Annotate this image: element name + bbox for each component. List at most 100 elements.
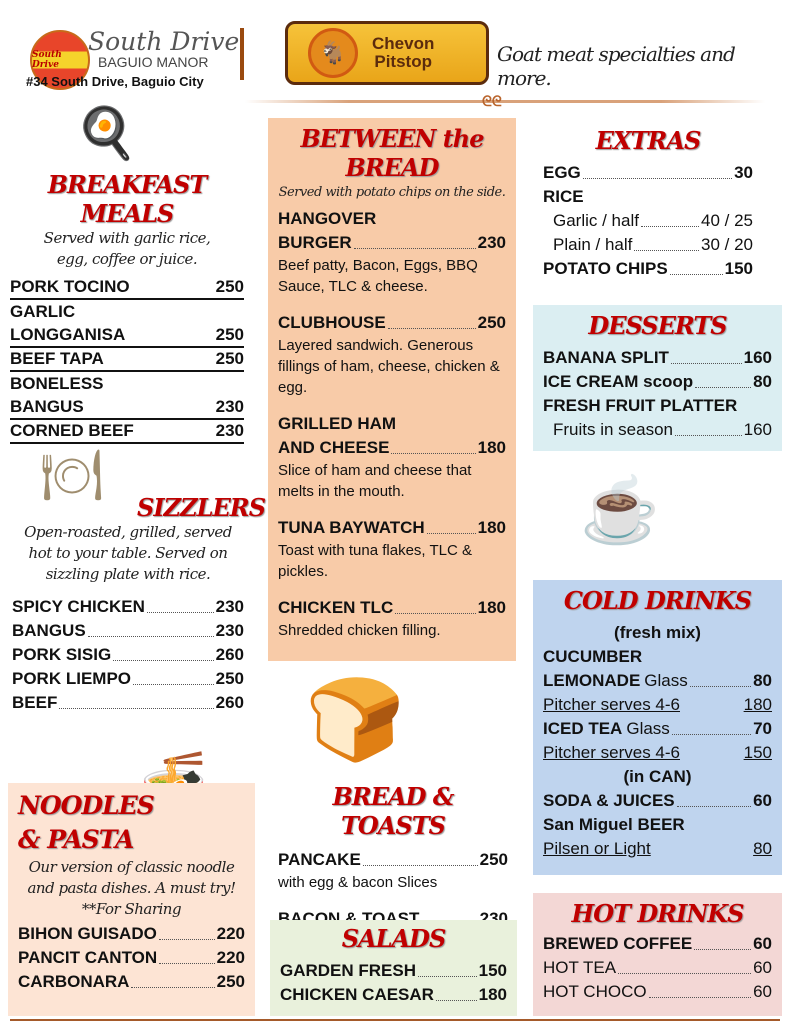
menu-items: (fresh mix) CUCUMBER LEMONADE Glass 80 Pitche…: [543, 621, 772, 861]
menu-items: GARDEN FRESH 150 CHICKEN CAESAR 180: [280, 959, 507, 1007]
item-name: SPICY CHICKEN: [12, 597, 145, 616]
address: #34 South Drive, Baguio City: [26, 74, 204, 89]
item-price: 180: [477, 598, 506, 617]
leader-dots: [113, 660, 214, 661]
item-name: Plain / half: [553, 235, 633, 254]
section-bread: BREAD & TOASTS PANCAKE 250 with egg & baco…: [270, 782, 516, 931]
item-name: PORK SISIG: [12, 645, 112, 664]
menu-item: FRESH FRUIT PLATTER: [543, 394, 772, 418]
item-price: 40 / 25: [701, 211, 753, 230]
restaurant-name-2: Pitstop: [374, 52, 432, 71]
menu-items: BREWED COFFEE 60 HOT TEA 60 HOT CHOCO 60: [543, 932, 772, 1004]
item-name: SODA & JUICES: [543, 791, 675, 810]
item-name: Garlic / half: [553, 211, 639, 230]
item-description: Layered sandwich. Generous fillings of h…: [278, 337, 500, 396]
restaurant-name-1: Chevon: [372, 34, 435, 53]
leader-dots: [582, 178, 733, 179]
leader-dots: [648, 997, 752, 998]
item-price: 180: [743, 695, 772, 714]
item-price: 260: [215, 693, 244, 712]
section-sandwiches: BETWEEN the BREAD Served with potato chi…: [268, 118, 516, 661]
brand-title: South Drive: [88, 27, 240, 56]
leader-dots: [671, 734, 752, 735]
menu-item: GARDEN FRESH 150: [280, 959, 507, 983]
item-price: 250: [215, 325, 244, 344]
section-subtitle: Our version of classic noodle and pasta …: [27, 858, 236, 897]
section-sizzlers: SIZZLERS Open-roasted, grilled, served h…: [12, 493, 266, 715]
menu-item: PANCAKE 250: [278, 848, 508, 872]
item-price: 60: [753, 982, 772, 1001]
menu-item: BONELESS: [10, 372, 244, 396]
item-name: HOT CHOCO: [543, 982, 647, 1001]
item-description: Toast with tuna flakes, TLC & pickles.: [278, 542, 472, 580]
item-name: POTATO CHIPS: [543, 259, 668, 278]
menu-item: (in CAN): [543, 765, 772, 789]
item-price: 230: [215, 397, 244, 416]
item-name: RICE: [543, 187, 584, 206]
item-name: GARLIC: [10, 302, 76, 321]
tagline: Goat meat specialties and more.: [497, 42, 736, 90]
leader-dots: [675, 435, 742, 436]
footer-line: [10, 1019, 780, 1021]
menu-item: ICED TEA Glass 70: [543, 717, 772, 741]
item-size: Glass: [626, 719, 670, 738]
menu-item: POTATO CHIPS 150: [543, 257, 753, 281]
item-price: 60: [753, 791, 772, 810]
menu-item: BREWED COFFEE 60: [543, 932, 772, 956]
leader-dots: [640, 226, 699, 227]
logo-text: South Drive: [32, 50, 62, 70]
item-price: 30 / 20: [701, 235, 753, 254]
south-drive-logo: South Drive: [30, 30, 90, 90]
menu-item: PORK TOCINO 250: [10, 276, 244, 300]
menu-item: BANANA SPLIT 160: [543, 346, 772, 370]
item-name: EGG: [543, 163, 581, 182]
menu-item: CLUBHOUSE 250: [278, 311, 506, 335]
item-name: HANGOVER: [278, 209, 377, 228]
item-name: HOT TEA: [543, 958, 617, 977]
menu-item: HOT TEA 60: [543, 956, 772, 980]
section-noodles: NOODLES & PASTA Our version of classic n…: [8, 783, 255, 1016]
leader-dots: [146, 612, 214, 613]
item-price: 230: [215, 597, 244, 616]
section-extras: EXTRAS EGG 30 RICE Garlic / half 40 / 25 Plai…: [533, 126, 763, 281]
menu-item: GRILLED HAM: [278, 412, 506, 436]
brand-name: South Drive BAGUIO MANOR: [88, 27, 240, 70]
section-breakfast: BREAKFAST MEALS Served with garlic rice,…: [10, 170, 244, 444]
header-divider: [240, 28, 244, 80]
item-name: (fresh mix): [614, 623, 701, 642]
item-name: BEEF TAPA: [10, 349, 104, 368]
section-hot-drinks: HOT DRINKS BREWED COFFEE 60 HOT TEA 60 HOT C…: [533, 893, 782, 1016]
item-price: 60: [753, 958, 772, 977]
leader-dots: [695, 387, 752, 388]
leader-dots: [391, 453, 476, 454]
menu-item: LEMONADE Glass 80: [543, 669, 772, 693]
leader-dots: [634, 250, 699, 251]
menu-item: Pitcher serves 4-6 180: [543, 693, 772, 717]
menu-items: PORK TOCINO 250 GARLIC LONGGANISA 250 BEEF TA…: [10, 276, 244, 444]
leader-dots: [395, 613, 476, 614]
menu-item: HANGOVER: [278, 207, 506, 231]
leader-dots: [59, 708, 214, 709]
item-description: Beef patty, Bacon, Eggs, BBQ Sauce, TLC …: [278, 257, 478, 295]
item-price: 250: [215, 669, 244, 688]
spacer: [278, 502, 506, 516]
item-name: CHICKEN CAESAR: [280, 985, 434, 1004]
item-price: 60: [753, 934, 772, 953]
sharing-note: **For Sharing: [81, 900, 182, 918]
leader-dots: [426, 533, 476, 534]
menu-item: CHICKEN TLC 180: [278, 596, 506, 620]
item-price: 150: [478, 961, 507, 980]
item-price: 80: [753, 839, 772, 858]
leader-dots: [670, 363, 742, 364]
item-name: BONELESS: [10, 374, 104, 393]
menu-item: AND CHEESE 180: [278, 436, 506, 460]
menu-items: BIHON GUISADO 220 PANCIT CANTON 220 CARBONAR…: [18, 922, 245, 994]
item-name: GRILLED HAM: [278, 414, 397, 433]
item-name: ICED TEA: [543, 719, 623, 738]
section-title: BREAKFAST MEALS: [47, 170, 207, 228]
item-price: 160: [743, 420, 772, 439]
section-title: BETWEEN the BREAD: [300, 124, 484, 182]
section-title: SIZZLERS: [137, 493, 266, 522]
item-name: PORK TOCINO: [10, 277, 130, 296]
section-desserts: DESSERTS BANANA SPLIT 160 ICE CREAM scoop 8…: [533, 305, 782, 451]
